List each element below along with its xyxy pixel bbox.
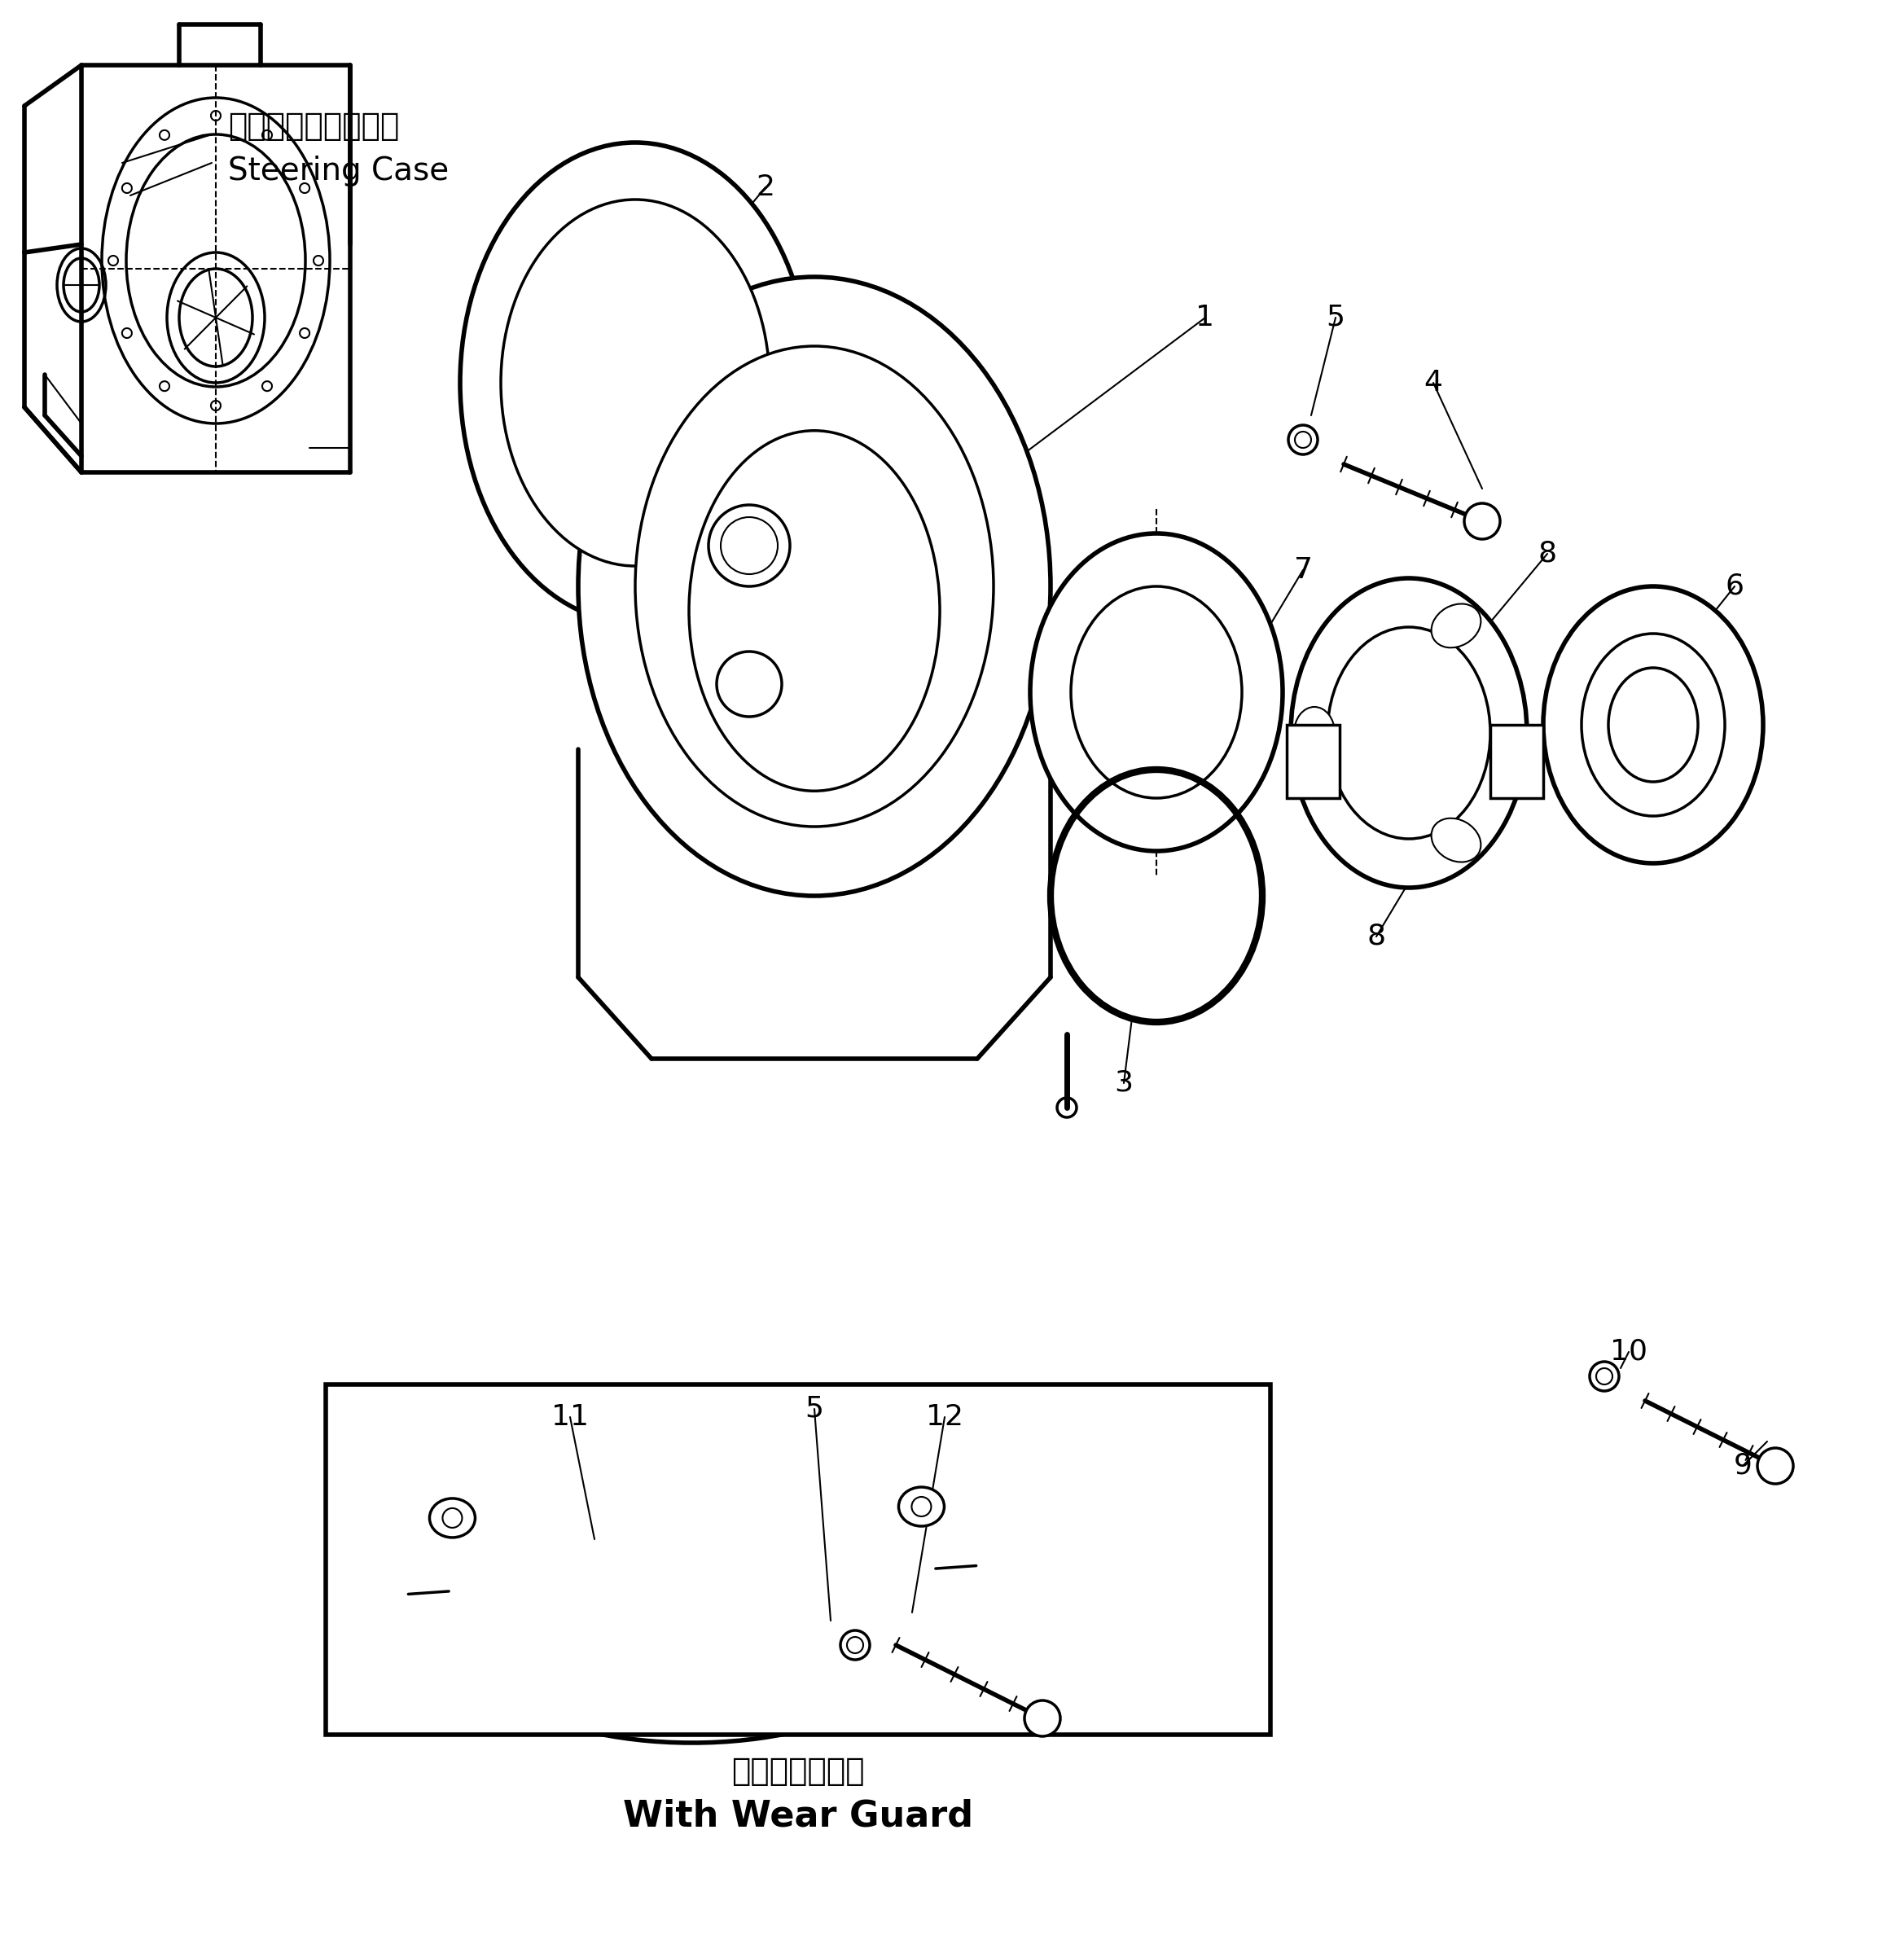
Ellipse shape xyxy=(579,277,1051,896)
Text: With Wear Guard: With Wear Guard xyxy=(623,1800,973,1834)
Text: 8: 8 xyxy=(1367,923,1386,950)
Ellipse shape xyxy=(689,432,941,791)
Ellipse shape xyxy=(1327,627,1491,840)
Text: 4: 4 xyxy=(1424,370,1443,397)
Ellipse shape xyxy=(636,346,994,826)
Circle shape xyxy=(1757,1447,1794,1484)
Text: 10: 10 xyxy=(1611,1337,1647,1366)
Text: ステアリングケース: ステアリングケース xyxy=(228,110,400,141)
Text: 5: 5 xyxy=(1327,304,1344,331)
Ellipse shape xyxy=(1432,819,1481,863)
Text: 11: 11 xyxy=(552,1403,588,1430)
Ellipse shape xyxy=(1609,668,1698,782)
Ellipse shape xyxy=(1291,579,1527,888)
Text: 1: 1 xyxy=(1196,304,1215,331)
Text: 8: 8 xyxy=(1538,540,1557,567)
Circle shape xyxy=(840,1631,870,1660)
Circle shape xyxy=(1024,1701,1061,1736)
Circle shape xyxy=(847,1637,863,1652)
Text: 9: 9 xyxy=(1733,1451,1752,1480)
Text: 3: 3 xyxy=(1114,1070,1133,1097)
Ellipse shape xyxy=(501,199,769,567)
Ellipse shape xyxy=(430,1498,476,1538)
Circle shape xyxy=(442,1507,463,1529)
Text: 7: 7 xyxy=(1293,555,1312,584)
Text: 12: 12 xyxy=(925,1403,963,1430)
Text: ウェアガード付: ウェアガード付 xyxy=(731,1755,864,1786)
Ellipse shape xyxy=(899,1488,944,1527)
Ellipse shape xyxy=(1295,706,1335,759)
FancyBboxPatch shape xyxy=(1491,726,1544,797)
Bar xyxy=(326,1384,1270,1734)
Text: 5: 5 xyxy=(805,1395,824,1422)
Ellipse shape xyxy=(1432,604,1481,648)
Circle shape xyxy=(1289,426,1318,455)
Circle shape xyxy=(1596,1368,1613,1384)
Text: Steering Case: Steering Case xyxy=(228,155,449,186)
Circle shape xyxy=(1295,432,1312,447)
Ellipse shape xyxy=(461,143,811,623)
Circle shape xyxy=(1464,503,1500,540)
Ellipse shape xyxy=(1030,534,1283,851)
Text: 2: 2 xyxy=(756,174,775,201)
Ellipse shape xyxy=(1070,586,1241,797)
Circle shape xyxy=(1590,1362,1618,1391)
FancyBboxPatch shape xyxy=(1287,726,1340,797)
Ellipse shape xyxy=(1544,586,1763,863)
Text: 6: 6 xyxy=(1725,573,1744,600)
Circle shape xyxy=(912,1498,931,1517)
Ellipse shape xyxy=(1582,633,1725,817)
